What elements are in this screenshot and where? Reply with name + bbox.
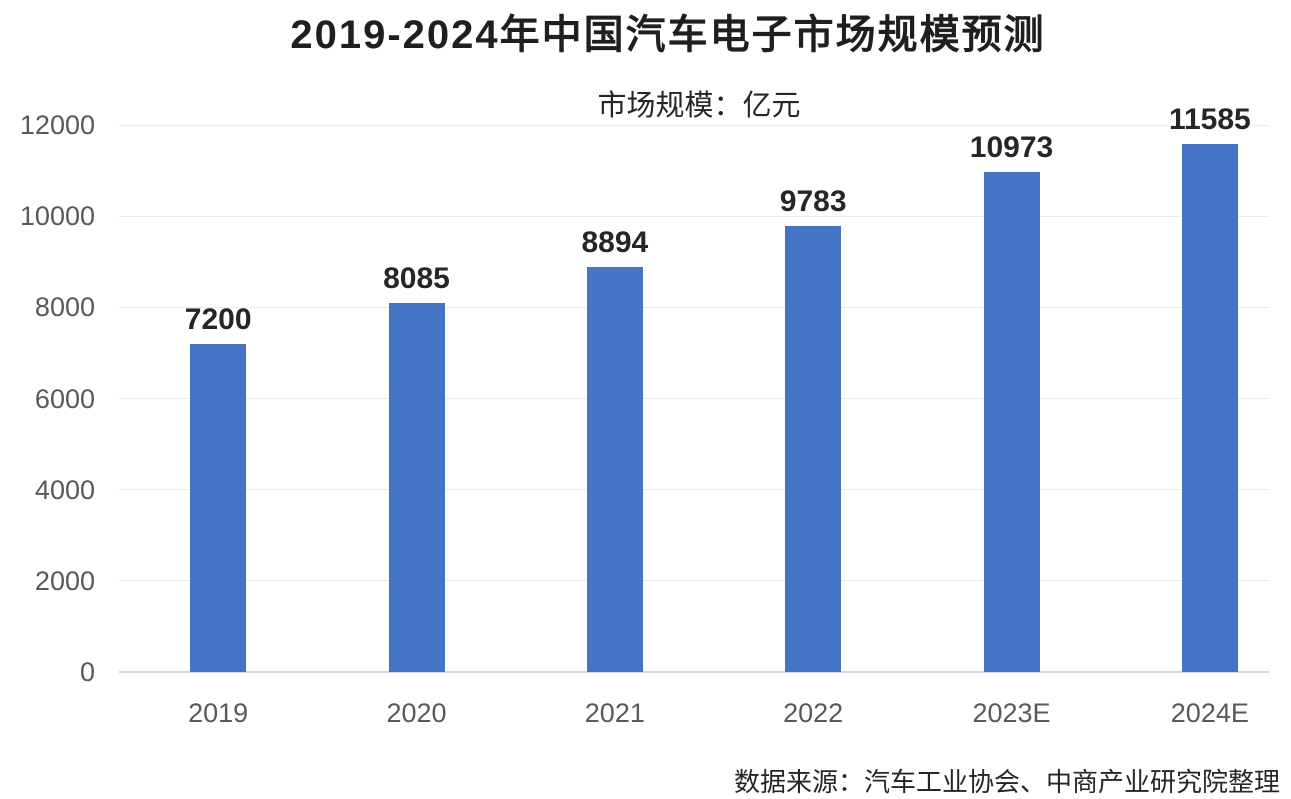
chart-title: 2019-2024年中国汽车电子市场规模预测 xyxy=(290,13,1046,57)
x-tick-label: 2023E xyxy=(972,698,1051,728)
bar-2022 xyxy=(785,226,842,672)
bar-value-label: 7200 xyxy=(184,302,252,336)
y-tick-label: 6000 xyxy=(34,383,95,414)
gridline xyxy=(119,215,1269,217)
x-tick-label: 2022 xyxy=(783,698,844,728)
bar-2024E xyxy=(1181,143,1238,672)
y-tick-label: 12000 xyxy=(19,110,95,140)
gridline xyxy=(119,580,1269,582)
x-tick-label: 2019 xyxy=(188,698,249,728)
y-tick-label: 0 xyxy=(79,657,95,687)
gridline xyxy=(119,398,1269,399)
gridline xyxy=(119,489,1269,491)
y-tick-label: 2000 xyxy=(34,565,95,596)
bar-value-label: 10973 xyxy=(969,130,1054,164)
bar-value-label: 8894 xyxy=(581,225,649,259)
bar-2019 xyxy=(190,343,247,672)
x-tick-label: 2020 xyxy=(386,698,447,728)
bar-2020 xyxy=(388,303,445,672)
y-tick-label: 10000 xyxy=(19,201,95,232)
gridline xyxy=(119,306,1269,308)
x-tick-label: 2024E xyxy=(1170,698,1249,728)
plot-area: 7200 8085 8894 9783 10973 11585 xyxy=(119,103,1291,673)
chart-subtitle: 市场规模：亿元 xyxy=(597,90,801,122)
data-source-note: 数据来源：汽车工业协会、中商产业研究院整理 xyxy=(733,767,1280,797)
bar-value-label: 9783 xyxy=(779,185,847,219)
bar-2023E xyxy=(983,171,1040,672)
bar-value-label: 8085 xyxy=(383,262,450,296)
x-axis-line xyxy=(119,671,1269,673)
gridline xyxy=(119,124,1269,126)
x-tick-label: 2021 xyxy=(584,698,645,728)
bar-2021 xyxy=(586,266,643,672)
x-axis-labels: 2019 2020 2021 2022 2023E 2024E xyxy=(119,698,1291,732)
y-tick-label: 8000 xyxy=(34,292,95,323)
bar-value-label: 11585 xyxy=(1168,102,1251,136)
y-tick-label: 4000 xyxy=(34,474,95,505)
